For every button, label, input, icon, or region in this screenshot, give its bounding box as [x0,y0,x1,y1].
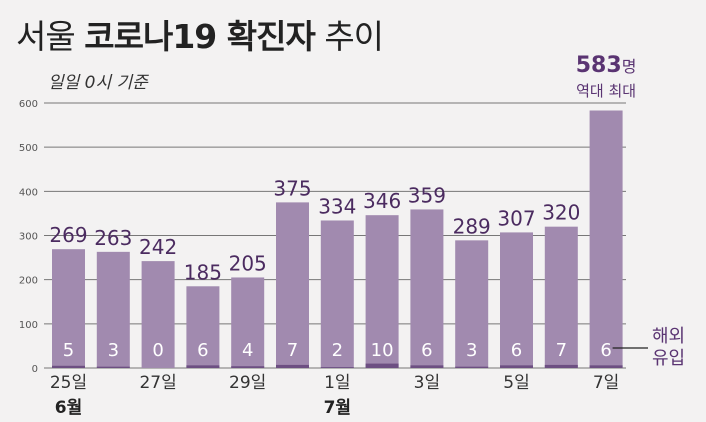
bar-total [231,277,265,368]
bar-total [589,110,623,368]
max-value-label: 583명 [576,53,637,78]
y-tick-label: 300 [19,232,38,243]
bar-import [410,365,444,368]
max-value: 583 [576,53,622,78]
import-value-label: 5 [63,340,74,361]
bar-import [544,364,578,368]
bar-import [500,365,533,368]
import-value-label: 7 [287,340,298,361]
x-tick-label: 1일 [324,373,350,393]
value-label: 346 [363,189,401,213]
bar-import [455,366,489,368]
import-value-label: 6 [600,340,611,361]
bar-total [186,286,220,368]
y-tick-label: 600 [19,99,38,110]
bar-total [500,232,533,368]
bar-total [410,209,444,368]
month-label: 7월 [324,398,351,418]
bar-import [186,365,220,368]
bar-import [276,364,309,368]
title-prefix: 서울 [16,17,76,56]
bar-total [320,220,354,368]
x-tick-label: 27일 [139,373,176,393]
bar-total [455,240,489,368]
bar-import [231,366,265,368]
bar-import [589,365,623,368]
value-label: 375 [273,176,311,200]
y-tick-label: 200 [19,276,38,287]
import-value-label: 3 [108,340,119,361]
legend-import-label: 해외 [652,326,685,347]
value-label: 359 [408,183,446,207]
import-value-label: 2 [332,340,343,361]
x-tick-label: 29일 [229,373,266,393]
y-tick-label: 0 [32,364,38,375]
bar-import [96,366,130,368]
value-label: 307 [497,206,535,230]
bar-import [320,367,354,368]
bar-import [52,365,85,368]
title-suffix: 추이 [324,17,384,56]
x-tick-label: 7일 [593,373,619,393]
value-label: 205 [229,251,267,275]
x-tick-label: 5일 [503,373,529,393]
max-unit: 명 [622,57,637,76]
y-tick-label: 500 [19,143,38,154]
import-value-label: 7 [556,340,567,361]
value-label: 334 [318,194,356,218]
bar-total [52,249,85,368]
import-value-label: 6 [511,340,522,361]
value-label: 185 [184,260,222,284]
import-value-label: 0 [152,340,163,361]
bar-total [365,215,399,368]
bar-total [544,226,578,368]
bar-total [96,251,130,368]
bar-total [141,261,175,368]
y-tick-label: 400 [19,187,38,198]
value-label: 289 [453,214,491,238]
x-tick-label: 3일 [414,373,440,393]
chart-subtitle: 일일 0시 기준 [48,73,148,93]
max-note: 역대 최대 [576,82,636,100]
import-value-label: 4 [242,340,253,361]
title-bold: 코로나19 확진자 [84,17,316,56]
bar-import [365,363,399,368]
bar-total [276,202,309,368]
value-label: 242 [139,235,177,259]
x-tick-label: 25일 [50,373,87,393]
month-label: 6월 [55,398,82,418]
legend-import-label: 유입 [652,348,685,369]
value-label: 263 [94,226,132,250]
import-value-label: 6 [421,340,432,361]
chart-title: 서울 코로나19 확진자 추이 [16,10,384,58]
import-value-label: 6 [197,340,208,361]
value-label: 320 [542,201,580,225]
y-tick-label: 100 [19,320,38,331]
import-value-label: 3 [466,340,477,361]
value-label: 269 [49,223,87,247]
import-value-label: 10 [371,340,394,361]
